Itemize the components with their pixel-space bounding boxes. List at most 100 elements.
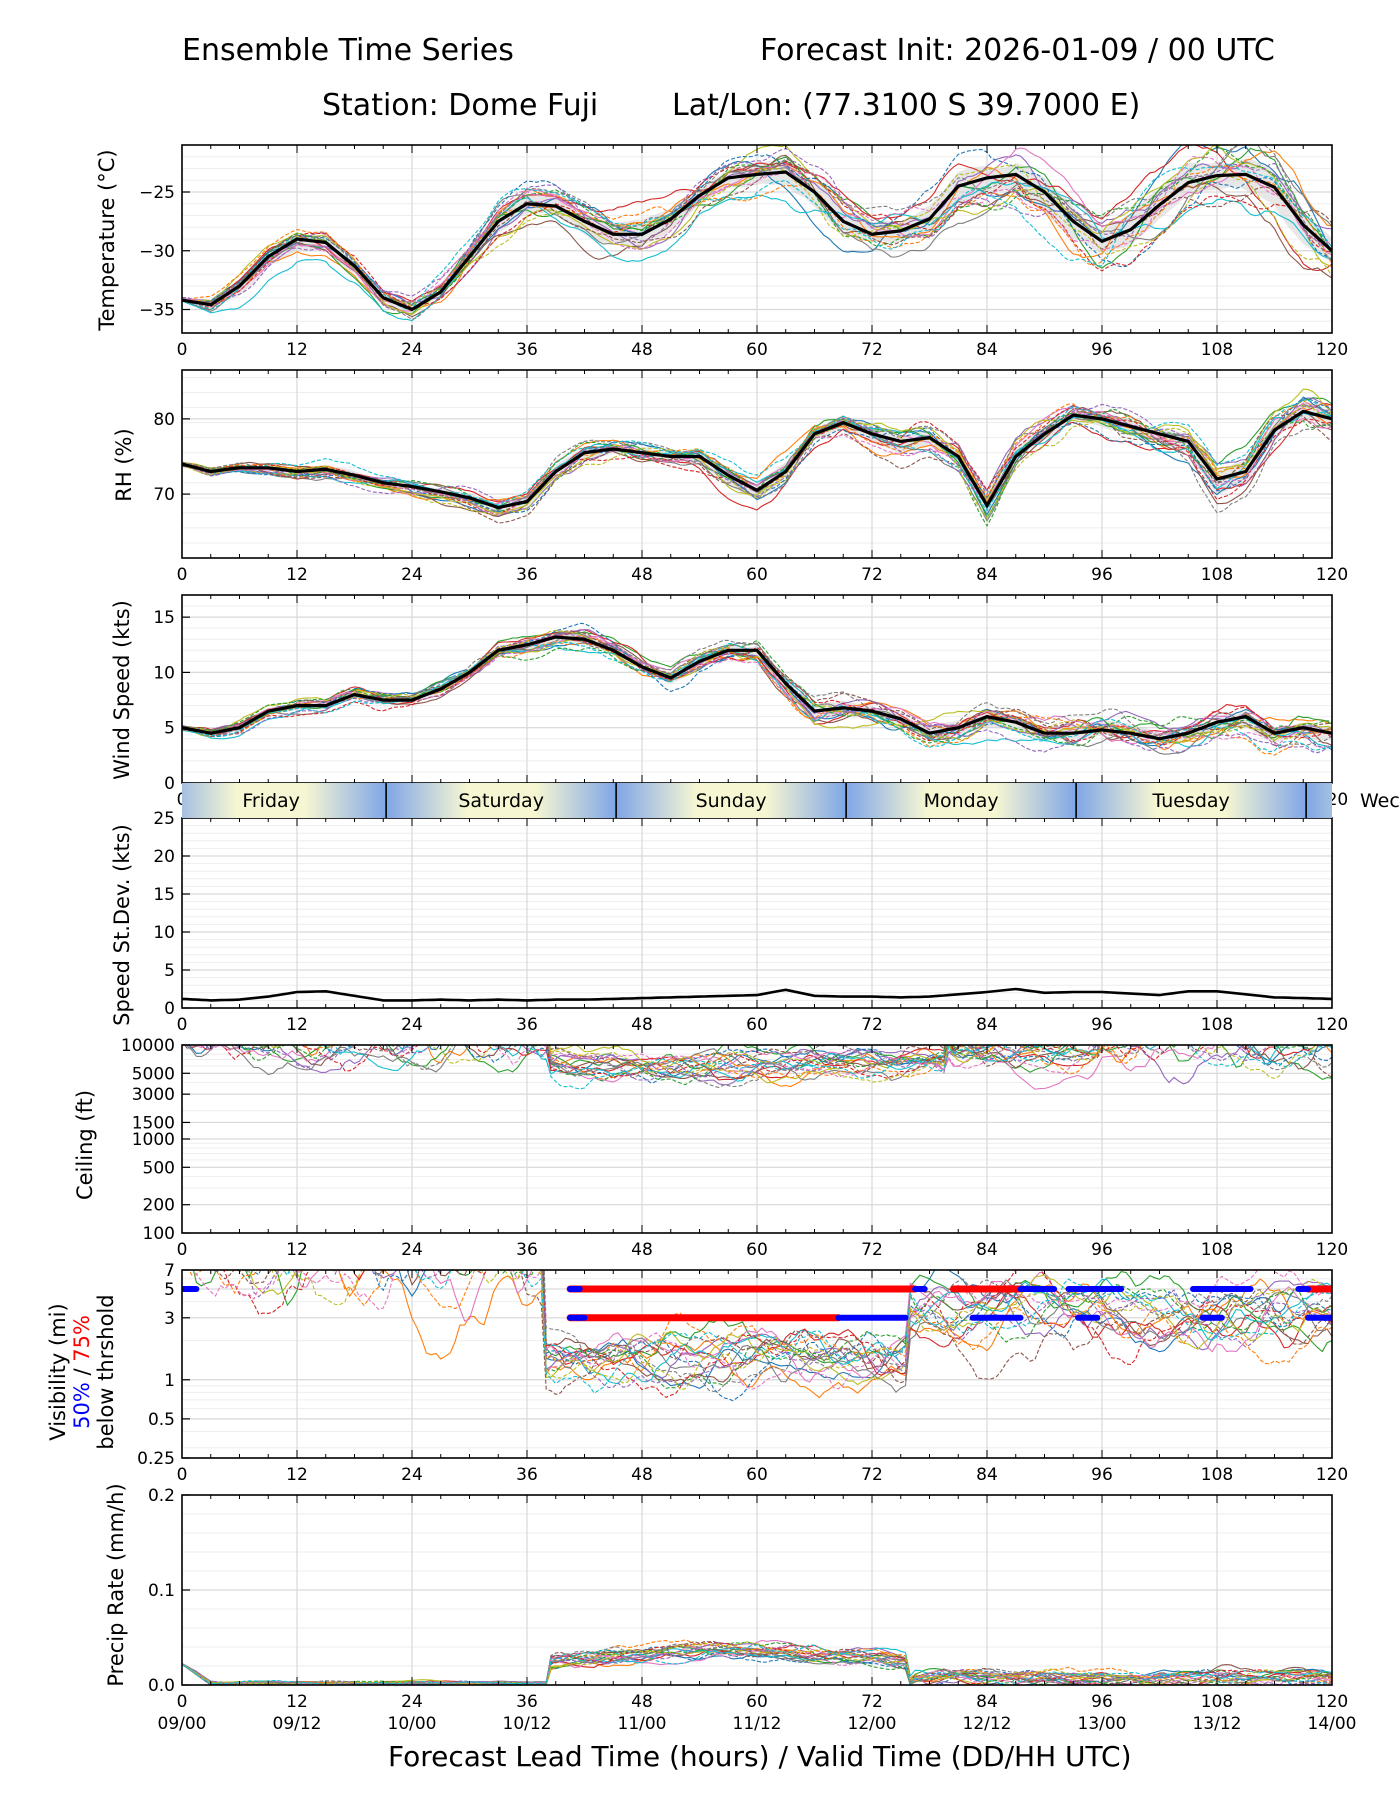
x-tick-label: 36 [516, 1015, 538, 1035]
day-cell [1076, 783, 1307, 818]
day-label: Tuesday [1151, 790, 1229, 812]
visibility-member-line [352, 1270, 1332, 1376]
x-tick-label: 24 [401, 1240, 423, 1260]
legend-75pct: 75% [70, 1315, 94, 1362]
x-tick-label: 84 [976, 1240, 998, 1260]
ylabel-visibility-legend: 50% / 75% [70, 1262, 94, 1482]
y-tick-label: 100 [143, 1224, 175, 1244]
visibility-member-line [188, 1270, 1332, 1371]
ylabel-speed-stdev: Speed St.Dev. (kts) [110, 824, 134, 1026]
precip-member-line [182, 1644, 1332, 1685]
panel-wind-axes: 0 5 10 15 [153, 594, 1333, 794]
y-tick-label: 10 [153, 923, 175, 943]
x-tick-label: 120 [1316, 1015, 1348, 1035]
x-tick-label: 72 [861, 340, 883, 360]
x-tick-label: 24 [401, 340, 423, 360]
day-band: Friday Saturday Sunday Monday Tuesday Wec [182, 783, 1400, 818]
x-tick-label: 120 [1316, 1692, 1348, 1712]
visibility-member-line [213, 1270, 1332, 1393]
day-cell [1306, 783, 1332, 818]
valid-time-tick-label: 11/12 [733, 1714, 782, 1734]
precip-member-line [182, 1641, 1332, 1685]
visibility-member-line [271, 1270, 1332, 1391]
x-axis-label: Forecast Lead Time (hours) / Valid Time … [388, 1740, 1132, 1773]
ylabel-visibility: Visibility (mi) 50% / 75% below thrshold [46, 1262, 118, 1482]
x-tick-label: 108 [1201, 340, 1233, 360]
panel-speed_stdev-axes: 0 5 10 15 20 25 [153, 809, 1333, 1019]
panel-temperature-plot [182, 145, 1332, 322]
ensemble-member-line [182, 156, 1332, 305]
x-tick-label: 12 [286, 1240, 308, 1260]
station-name: Station: Dome Fuji [322, 88, 599, 123]
ceiling-member-line [269, 1045, 998, 1084]
visibility-member-line [276, 1270, 1332, 1394]
valid-time-tick-label: 13/00 [1078, 1714, 1127, 1734]
ceiling-member-line [185, 1045, 1099, 1082]
panel-speed-stdev-plot [182, 987, 1332, 1002]
panel-speed_stdev-frame: 0 12 24 36 48 60 72 84 96 108 120 [177, 817, 1348, 1035]
spread-band [182, 158, 1332, 315]
ceiling-member-line [242, 1045, 1332, 1086]
visibility-member-line [222, 1270, 1332, 1399]
title-right: Forecast Init: 2026-01-09 / 00 UTC [760, 33, 1275, 68]
x-tick-label: 108 [1201, 565, 1233, 585]
panel-visibility-frame: 0 12 24 36 48 60 72 84 96 108 120 [177, 1269, 1348, 1485]
visibility-member-line [246, 1270, 1332, 1389]
x-tick-label: 60 [746, 1692, 768, 1712]
x-tick-label: 96 [1091, 1692, 1113, 1712]
x-tick-label: 120 [1316, 1465, 1348, 1485]
x-tick-label: 48 [631, 340, 653, 360]
ensemble-mean-line [182, 409, 1332, 510]
title-left: Ensemble Time Series [182, 33, 514, 68]
ensemble-member-line [182, 639, 1332, 747]
panel-rh-frame: 0 12 24 36 48 60 72 84 96 108 120 [177, 369, 1348, 585]
x-tick-label: 48 [631, 565, 653, 585]
ensemble-member-line [182, 163, 1332, 310]
ensemble-member-line [182, 636, 1332, 748]
x-tick-label: 24 [401, 1015, 423, 1035]
x-tick-label: 108 [1201, 1015, 1233, 1035]
visibility-member-line [194, 1270, 1332, 1390]
y-tick-label: 5000 [132, 1064, 175, 1084]
x-tick-label: 36 [516, 1692, 538, 1712]
x-tick-label: 12 [286, 340, 308, 360]
ceiling-member-line [385, 1045, 1255, 1078]
valid-time-tick-label: 09/00 [158, 1714, 207, 1734]
y-tick-label: 15 [153, 885, 175, 905]
ceiling-member-line [369, 1045, 1332, 1089]
panel-precip-frame: 0 12 24 36 48 60 72 84 96 108 120 [177, 1494, 1348, 1712]
x-tick-label: 96 [1091, 565, 1113, 585]
day-label: Friday [242, 790, 300, 812]
x-tick-label: 48 [631, 1015, 653, 1035]
ceiling-member-line [315, 1045, 1143, 1080]
ceiling-member-line [323, 1045, 1281, 1082]
y-tick-label: 0.5 [148, 1410, 175, 1430]
visibility-member-line [542, 1270, 1332, 1385]
x-tick-label: 84 [976, 565, 998, 585]
y-tick-label: 15 [153, 608, 175, 628]
y-tick-label: 0.1 [148, 1581, 175, 1601]
ceiling-member-line [222, 1045, 1208, 1080]
y-tick-label: 1000 [132, 1130, 175, 1150]
x-tick-label: 0 [177, 1240, 188, 1260]
x-tick-label: 36 [516, 340, 538, 360]
visibility-member-line [338, 1270, 1332, 1399]
ensemble-member-line [182, 399, 1332, 512]
day-cell [616, 783, 847, 818]
panel-wind-plot [182, 622, 1332, 756]
y-tick-label: 0 [164, 999, 175, 1019]
ensemble-mean-line [182, 170, 1332, 312]
x-tick-label: 108 [1201, 1240, 1233, 1260]
ylabel-rh: RH (%) [112, 428, 136, 502]
valid-time-tick-label: 09/12 [273, 1714, 322, 1734]
x-tick-label: 96 [1091, 1465, 1113, 1485]
x-tick-label: 0 [177, 1465, 188, 1485]
ensemble-member-line [182, 622, 1332, 751]
ensemble-member-line [182, 165, 1332, 311]
valid-time-tick-label: 11/00 [618, 1714, 667, 1734]
day-cell [182, 783, 387, 818]
visibility-member-line [192, 1270, 1332, 1364]
panel-precip-axes: 0.0 0.1 0.2 [148, 1486, 1333, 1696]
x-tick-label: 72 [861, 1465, 883, 1485]
valid-time-tick-label: 14/00 [1308, 1714, 1357, 1734]
